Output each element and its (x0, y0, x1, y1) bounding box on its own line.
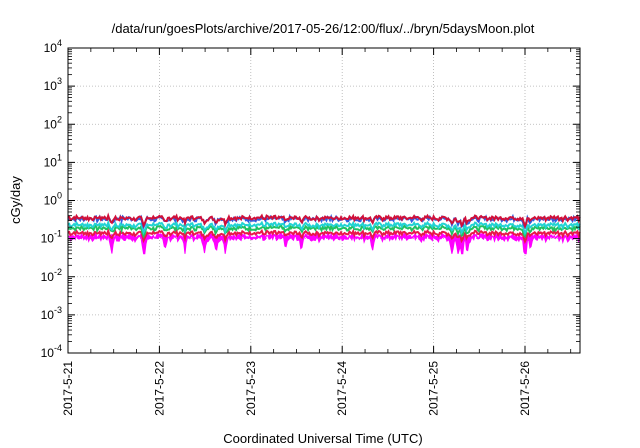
y-axis-label: cGy/day (8, 176, 23, 224)
y-tick-label: 100 (44, 191, 62, 208)
series-line (67, 219, 581, 236)
y-tick-label: 103 (44, 76, 62, 93)
y-tick-label: 10-4 (41, 343, 62, 360)
y-tick-label: 10-2 (41, 267, 62, 284)
y-tick-label: 102 (44, 114, 62, 131)
series-line (67, 227, 581, 245)
x-tick-label: 2017-5-21 (61, 361, 75, 416)
x-tick-label: 2017-5-25 (427, 361, 441, 416)
x-tick-label: 2017-5-24 (335, 361, 349, 416)
x-tick-label: 2017-5-26 (518, 361, 532, 416)
series-line (67, 212, 581, 230)
grid (68, 48, 580, 353)
x-tick-label: 2017-5-22 (152, 361, 166, 416)
x-axis-label: Coordinated Universal Time (UTC) (223, 431, 422, 446)
y-tick-label: 101 (44, 152, 62, 169)
y-axis: 10-4 10-3 10-2 10-1 100 101 102 103 104 (41, 38, 580, 360)
chart-title: /data/run/goesPlots/archive/2017-05-26/1… (112, 21, 535, 36)
y-tick-label: 10-1 (41, 229, 62, 246)
x-tick-label: 2017-5-23 (244, 361, 258, 416)
series-group (67, 212, 581, 255)
y-tick-label: 10-3 (41, 305, 62, 322)
x-axis: 2017-5-21 2017-5-22 2017-5-23 2017-5-24 2017… (61, 48, 572, 416)
y-tick-label: 104 (44, 38, 62, 55)
